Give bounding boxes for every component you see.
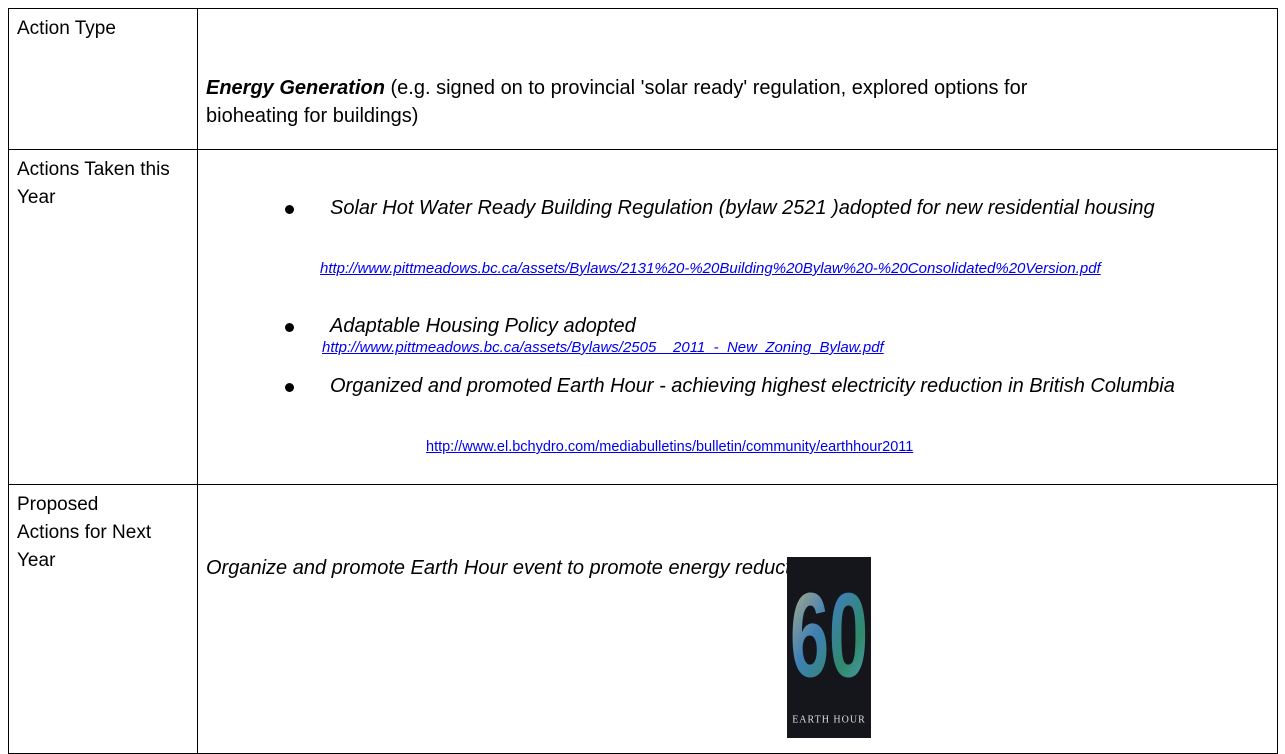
label-cell: Actions Taken this Year xyxy=(8,149,198,485)
label-cell: Proposed Actions for Next Year xyxy=(8,484,198,754)
item-text: Adaptable Housing Policy adopted xyxy=(330,315,636,337)
item-link: http://www.pittmeadows.bc.ca/assets/Byla… xyxy=(312,258,1182,280)
label: Proposed Actions for Next Year xyxy=(17,494,152,571)
link[interactable]: http://www.pittmeadows.bc.ca/assets/Byla… xyxy=(322,339,884,356)
label-cell: Action Type xyxy=(8,8,198,150)
link[interactable]: http://www.pittmeadows.bc.ca/assets/Byla… xyxy=(320,260,1101,277)
label: Actions Taken this Year xyxy=(17,159,170,208)
logo-caption: EARTH HOUR xyxy=(792,714,866,725)
bullet xyxy=(285,323,294,332)
item-link: http://www.pittmeadows.bc.ca/assets/Byla… xyxy=(322,337,884,359)
label: Action Type xyxy=(17,18,116,39)
content-cell xyxy=(197,484,1278,754)
item-text: Solar Hot Water Ready Building Regulatio… xyxy=(330,197,1155,219)
bullet xyxy=(285,205,294,214)
heading: Energy Generation xyxy=(206,77,385,99)
bullet xyxy=(285,383,294,392)
link[interactable]: http://www.el.bchydro.com/mediabulletins… xyxy=(426,439,914,455)
logo-background xyxy=(787,557,871,738)
row-text: Organize and promote Earth Hour event to… xyxy=(206,557,824,579)
page: Action Type Energy Generation (e.g. sign… xyxy=(8,8,1278,754)
item-text: Organized and promoted Earth Hour - achi… xyxy=(330,375,1175,397)
row-text: Energy Generation (e.g. signed on to pro… xyxy=(206,74,1106,130)
text: (e.g. signed on to provincial 'solar rea… xyxy=(206,77,1028,127)
item-link: http://www.el.bchydro.com/mediabulletins… xyxy=(426,439,913,455)
logo-number: 60 xyxy=(790,569,868,703)
earth-hour-logo: 60 EARTH HOUR xyxy=(787,557,871,738)
